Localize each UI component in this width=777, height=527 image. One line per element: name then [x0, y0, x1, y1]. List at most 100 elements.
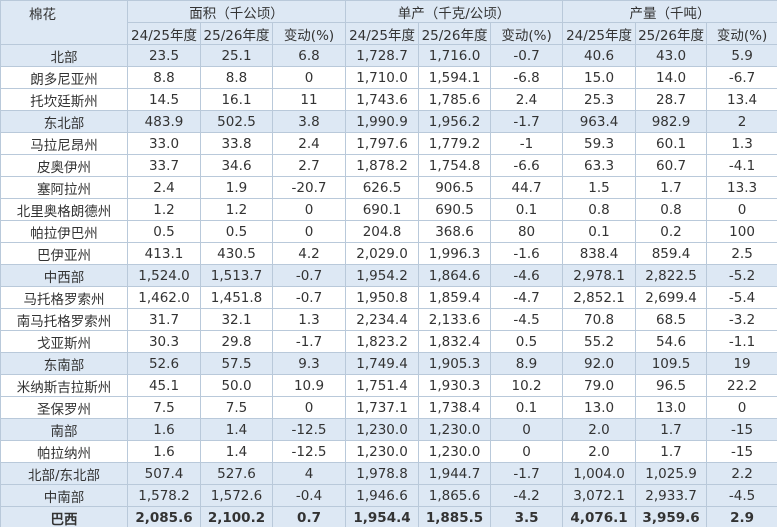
table-cell: -12.5	[271, 440, 347, 463]
table-row: 皮奥伊州 33.7 34.6 2.7 1,878.2 1,754.8 -6.6 63.3 60.…	[0, 154, 777, 177]
table-cell: 368.6	[418, 220, 492, 243]
table-cell: 1,728.7	[345, 44, 420, 67]
table-cell: 25.1	[200, 44, 273, 67]
table-cell: 1,004.0	[562, 462, 637, 485]
table-cell: 1.4	[200, 440, 273, 463]
table-row: 南马托格罗索州 31.7 32.1 1.3 2,234.4 2,133.6 -4.5 70.8…	[0, 308, 777, 331]
table-cell: 14.0	[635, 66, 708, 89]
table-cell: -15	[706, 440, 777, 463]
table-cell: 1.2	[200, 198, 273, 221]
table-cell: 10.2	[490, 374, 564, 397]
sub-header: 25/26年度	[418, 22, 492, 45]
table-cell: 1.2	[127, 198, 201, 221]
table-cell: 4	[271, 462, 347, 485]
table-cell: -1.7	[271, 330, 347, 353]
table-cell: 2,699.4	[635, 286, 708, 309]
table-cell: -1.7	[490, 110, 564, 133]
table-cell: 1.3	[271, 308, 347, 331]
table-cell: 507.4	[127, 462, 201, 485]
table-cell: -0.7	[271, 264, 347, 287]
table-cell: 2.5	[706, 242, 777, 265]
table-cell: 1,594.1	[418, 66, 492, 89]
table-cell: 60.1	[635, 132, 708, 155]
region-name: 托坎廷斯州	[0, 88, 128, 111]
table-cell: 7.5	[200, 396, 273, 419]
table-cell: 92.0	[562, 352, 637, 375]
table-cell: 2,822.5	[635, 264, 708, 287]
table-cell: 9.3	[271, 352, 347, 375]
table-cell: 1,230.0	[418, 440, 492, 463]
sub-header: 24/25年度	[562, 22, 637, 45]
table-cell: 2,085.6	[127, 506, 201, 527]
table-cell: 0.1	[562, 220, 637, 243]
table-cell: 2,133.6	[418, 308, 492, 331]
table-cell: -0.4	[271, 484, 347, 507]
table-row: 帕拉纳州 1.6 1.4 -12.5 1,230.0 1,230.0 0 2.0 1.7 -15	[0, 440, 777, 463]
region-name: 巴伊亚州	[0, 242, 128, 265]
table-cell: 33.0	[127, 132, 201, 155]
table-row: 巴西 2,085.6 2,100.2 0.7 1,954.4 1,885.5 3.5 4,07…	[0, 506, 777, 527]
table-cell: 1,230.0	[418, 418, 492, 441]
table-cell: -4.1	[706, 154, 777, 177]
table-cell: 1,885.5	[418, 506, 492, 527]
table-cell: 1,832.4	[418, 330, 492, 353]
table-cell: -4.2	[490, 484, 564, 507]
table-cell: 1,738.4	[418, 396, 492, 419]
group-header: 产量（千吨）	[562, 0, 777, 23]
table-cell: 2,978.1	[562, 264, 637, 287]
table-row: 巴伊亚州 413.1 430.5 4.2 2,029.0 1,996.3 -1.6 838.4…	[0, 242, 777, 265]
region-name: 巴西	[0, 506, 128, 527]
sub-header: 变动(%)	[706, 22, 777, 45]
table-cell: 1,797.6	[345, 132, 420, 155]
region-name: 北部/东北部	[0, 462, 128, 485]
sub-header: 24/25年度	[127, 22, 201, 45]
table-cell: -1.1	[706, 330, 777, 353]
region-name: 马拉尼昂州	[0, 132, 128, 155]
table-cell: 1,716.0	[418, 44, 492, 67]
region-name: 米纳斯吉拉斯州	[0, 374, 128, 397]
table-cell: 1,905.3	[418, 352, 492, 375]
table-cell: 2,100.2	[200, 506, 273, 527]
table-cell: 0.2	[635, 220, 708, 243]
table-cell: 23.5	[127, 44, 201, 67]
table-row: 马拉尼昂州 33.0 33.8 2.4 1,797.6 1,779.2 -1 59.3 60.1…	[0, 132, 777, 155]
table-cell: 1,859.4	[418, 286, 492, 309]
table-row: 托坎廷斯州 14.5 16.1 11 1,743.6 1,785.6 2.4 25.3 28.7…	[0, 88, 777, 111]
table-cell: 2,933.7	[635, 484, 708, 507]
table-cell: 1,754.8	[418, 154, 492, 177]
table-cell: 5.9	[706, 44, 777, 67]
region-name: 中西部	[0, 264, 128, 287]
table-cell: 1.5	[562, 176, 637, 199]
table-cell: 0	[490, 418, 564, 441]
group-header: 单产（千克/公顷）	[345, 0, 564, 23]
table-cell: 6.8	[271, 44, 347, 67]
table-cell: 1,230.0	[345, 440, 420, 463]
table-row: 帕拉伊巴州 0.5 0.5 0 204.8 368.6 80 0.1 0.2 100	[0, 220, 777, 243]
table-cell: -3.2	[706, 308, 777, 331]
table-cell: 4.2	[271, 242, 347, 265]
table-cell: 8.9	[490, 352, 564, 375]
table-cell: 0	[271, 66, 347, 89]
table-cell: -20.7	[271, 176, 347, 199]
table-cell: 626.5	[345, 176, 420, 199]
table-cell: 1,451.8	[200, 286, 273, 309]
table-cell: -6.7	[706, 66, 777, 89]
table-cell: 1,025.9	[635, 462, 708, 485]
table-cell: 483.9	[127, 110, 201, 133]
table-cell: -15	[706, 418, 777, 441]
table-row: 北部 23.5 25.1 6.8 1,728.7 1,716.0 -0.7 40.6 43.0 5…	[0, 44, 777, 67]
table-cell: 1.7	[635, 176, 708, 199]
table-cell: 1,785.6	[418, 88, 492, 111]
table-cell: 50.0	[200, 374, 273, 397]
table-cell: 1,751.4	[345, 374, 420, 397]
region-name: 南部	[0, 418, 128, 441]
table-cell: 1,572.6	[200, 484, 273, 507]
region-name: 帕拉伊巴州	[0, 220, 128, 243]
table-cell: 80	[490, 220, 564, 243]
table-cell: -0.7	[271, 286, 347, 309]
table-cell: 2,234.4	[345, 308, 420, 331]
table-cell: 33.8	[200, 132, 273, 155]
table-cell: 16.1	[200, 88, 273, 111]
table-cell: -0.7	[490, 44, 564, 67]
table-cell: -5.2	[706, 264, 777, 287]
